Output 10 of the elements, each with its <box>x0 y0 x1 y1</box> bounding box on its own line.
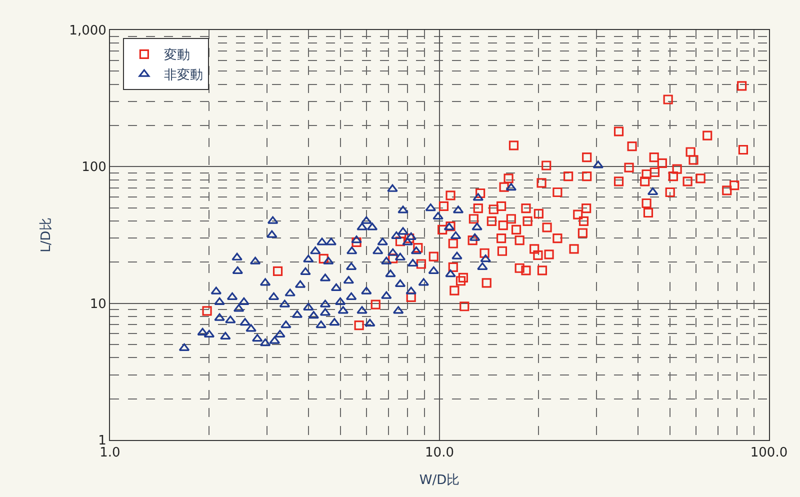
y-axis-title: L/D比 <box>39 218 54 252</box>
legend-label: 非変動 <box>164 67 204 84</box>
y-tick-label: 100 <box>82 160 106 176</box>
legend-label: 変動 <box>164 47 190 64</box>
x-tick-label: 10.0 <box>425 446 454 461</box>
x-tick-label: 1.0 <box>100 446 120 461</box>
y-tick-label: 1,000 <box>69 24 106 39</box>
x-axis-title: W/D比 <box>419 473 460 488</box>
x-tick-label: 100.0 <box>750 446 788 461</box>
y-tick-label: 10 <box>90 296 106 312</box>
